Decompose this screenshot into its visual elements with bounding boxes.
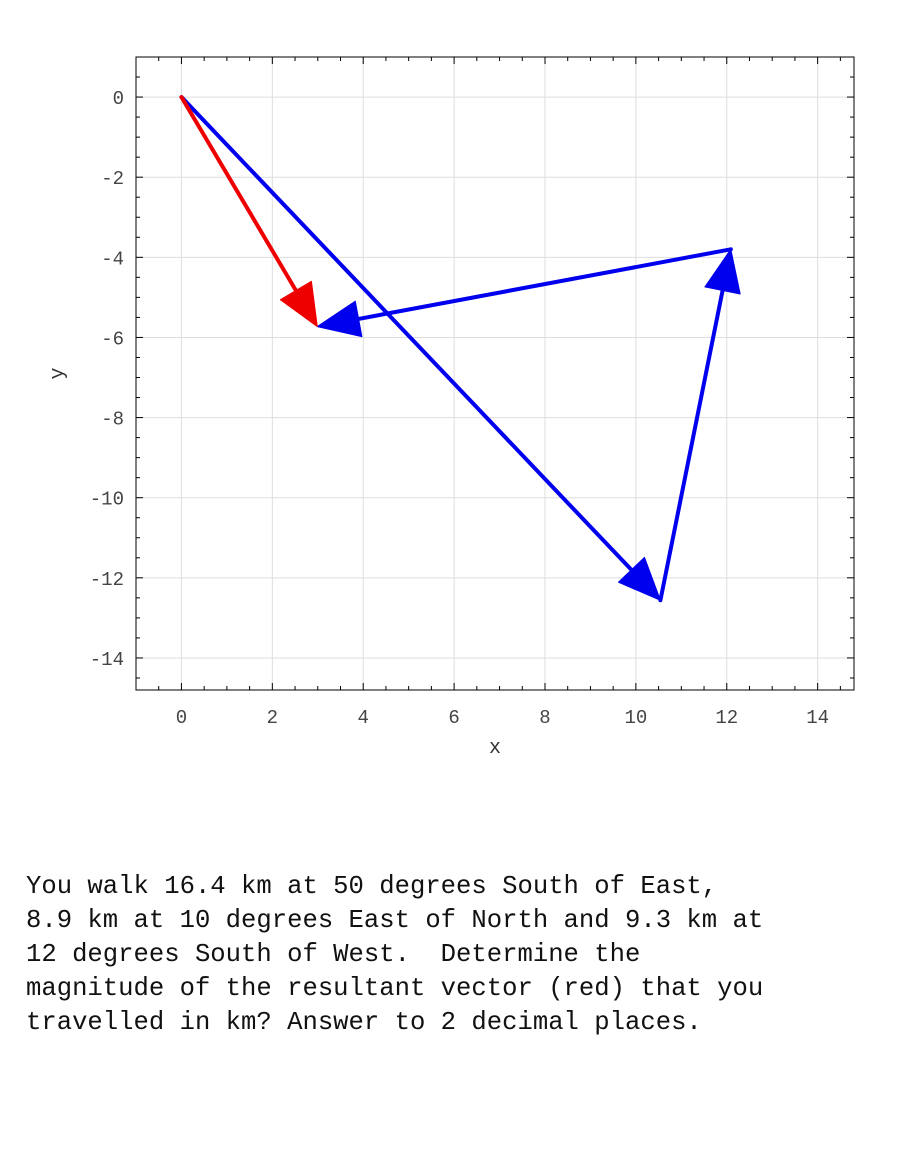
x-tick-labels: 0 2 4 6 8 10 12 14	[176, 707, 829, 729]
y-tick-label: -10	[90, 489, 124, 511]
vector-arrowhead-3	[316, 300, 363, 338]
y-tick-labels: 0 -2 -4 -6 -8 -10 -12 -14	[90, 88, 124, 671]
x-tick-label: 6	[448, 707, 459, 729]
x-tick-label: 8	[539, 707, 550, 729]
grid-lines	[136, 57, 854, 690]
y-tick-label: -4	[101, 248, 124, 270]
y-tick-label: -12	[90, 569, 124, 591]
x-axis-label: x	[489, 737, 501, 760]
x-tick-label: 14	[806, 707, 829, 729]
y-tick-label: -2	[101, 168, 124, 190]
vector-line-4	[179, 95, 298, 293]
y-tick-label: -14	[90, 649, 124, 671]
minor-ticks	[135, 56, 854, 690]
question-line-1: You walk 16.4 km at 50 degrees South of …	[26, 872, 718, 901]
vector-arrowhead-1	[617, 556, 661, 601]
question-line-5: travelled in km? Answer to 2 decimal pla…	[26, 1008, 702, 1037]
x-tick-label: 10	[624, 707, 647, 729]
x-tick-label: 0	[176, 707, 187, 729]
question-line-2: 8.9 km at 10 degrees East of North and 9…	[26, 906, 764, 935]
plot-frame	[135, 56, 855, 691]
vector-chart: 0 2 4 6 8 10 12 14 0 -2 -4 -6 -8 -10 -12 -14 x y	[47, 56, 855, 760]
vector-line-3	[356, 247, 733, 321]
vectors	[179, 95, 741, 603]
question-text: You walk 16.4 km at 50 degrees South of …	[26, 870, 886, 1040]
y-tick-label: -8	[101, 409, 124, 431]
y-tick-label: -6	[101, 328, 124, 350]
x-tick-label: 12	[715, 707, 738, 729]
x-tick-label: 2	[267, 707, 278, 729]
question-line-4: magnitude of the resultant vector (red) …	[26, 974, 764, 1003]
x-tick-label: 4	[358, 707, 369, 729]
vector-line-1	[179, 95, 634, 572]
question-line-3: 12 degrees South of West. Determine the	[26, 940, 641, 969]
vector-arrowhead-2	[704, 248, 741, 295]
vector-line-2	[658, 288, 725, 603]
y-tick-label: 0	[113, 88, 124, 110]
y-axis-label: y	[47, 367, 70, 379]
vector-arrowhead-4	[279, 280, 318, 328]
